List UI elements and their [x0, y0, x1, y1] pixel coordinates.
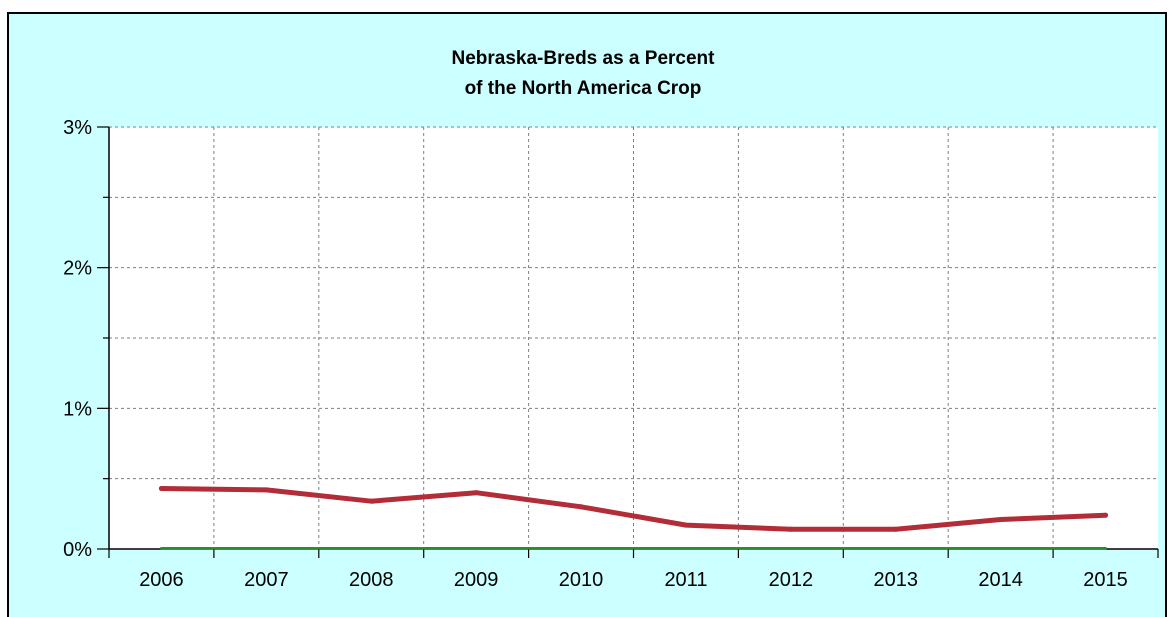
- grid-layer: [109, 126, 1158, 549]
- data-point: [265, 547, 268, 550]
- y-tick-label: 1%: [63, 398, 92, 420]
- data-point: [578, 504, 584, 510]
- x-tick-label: 2012: [769, 569, 814, 591]
- y-tick-label: 2%: [63, 258, 92, 280]
- data-point: [473, 490, 479, 496]
- x-tick-label: 2008: [349, 569, 394, 591]
- chart-title: Nebraska-Breds as a Percent: [452, 48, 716, 69]
- series-layer: [158, 486, 1109, 550]
- x-tick-label: 2013: [874, 569, 919, 591]
- data-point: [999, 547, 1002, 550]
- series-line-1: [158, 486, 1109, 532]
- data-point: [579, 547, 583, 550]
- data-point: [474, 547, 478, 550]
- x-tick-label: 2015: [1083, 569, 1128, 591]
- data-point: [893, 526, 899, 532]
- chart-subtitle: of the North America Crop: [465, 78, 702, 99]
- data-point: [894, 547, 897, 550]
- data-point: [1104, 547, 1107, 550]
- x-tick-label: 2010: [559, 569, 604, 591]
- y-tick-label: 0%: [63, 539, 92, 561]
- data-point: [160, 547, 163, 550]
- data-point: [263, 487, 269, 493]
- data-point: [998, 516, 1004, 522]
- data-point: [683, 522, 689, 528]
- data-point: [789, 547, 793, 550]
- data-point: [788, 526, 794, 532]
- y-tick-label: 3%: [63, 117, 92, 139]
- x-tick-label: 2007: [244, 569, 289, 591]
- x-tick-label: 2011: [664, 569, 707, 591]
- x-tick-label: 2006: [139, 569, 184, 591]
- labels-layer: 0% 1% 2% 3% 2006 2007 2008 2009 2010 2011 2012 2013…: [63, 117, 1128, 591]
- data-point: [158, 486, 164, 492]
- data-point: [1103, 512, 1109, 518]
- x-tick-label: 2009: [454, 569, 499, 591]
- data-point: [368, 498, 374, 504]
- x-tick-label: 2014: [978, 569, 1023, 591]
- data-point: [370, 547, 373, 550]
- data-point: [684, 547, 688, 550]
